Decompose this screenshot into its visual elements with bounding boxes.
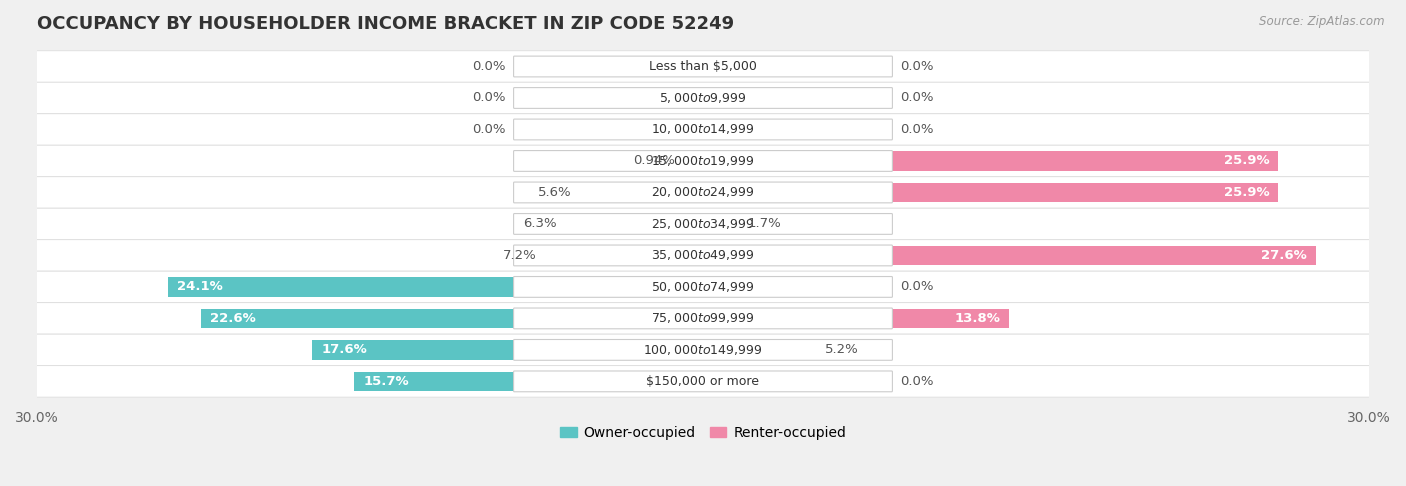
Bar	[201, 309, 703, 328]
Text: 7.2%: 7.2%	[503, 249, 537, 262]
Bar	[703, 245, 1316, 265]
Legend: Owner-occupied, Renter-occupied: Owner-occupied, Renter-occupied	[554, 420, 852, 445]
Text: 22.6%: 22.6%	[209, 312, 256, 325]
Bar	[703, 151, 1278, 171]
Text: 5.6%: 5.6%	[538, 186, 572, 199]
Text: $25,000 to $34,999: $25,000 to $34,999	[651, 217, 755, 231]
FancyBboxPatch shape	[513, 87, 893, 108]
Bar	[312, 340, 703, 360]
Text: 0.0%: 0.0%	[901, 91, 934, 104]
FancyBboxPatch shape	[513, 56, 893, 77]
Text: $150,000 or more: $150,000 or more	[647, 375, 759, 388]
Text: 17.6%: 17.6%	[321, 344, 367, 356]
Bar	[682, 151, 703, 171]
Text: 27.6%: 27.6%	[1261, 249, 1308, 262]
Text: 0.0%: 0.0%	[901, 280, 934, 294]
FancyBboxPatch shape	[513, 151, 893, 172]
FancyBboxPatch shape	[30, 303, 1376, 334]
FancyBboxPatch shape	[513, 340, 893, 360]
Bar	[579, 183, 703, 202]
Bar	[543, 245, 703, 265]
Text: Less than $5,000: Less than $5,000	[650, 60, 756, 73]
Text: 25.9%: 25.9%	[1223, 186, 1270, 199]
Bar	[703, 309, 1010, 328]
Bar	[167, 277, 703, 296]
Text: 0.0%: 0.0%	[901, 123, 934, 136]
Text: $50,000 to $74,999: $50,000 to $74,999	[651, 280, 755, 294]
Bar	[703, 340, 818, 360]
Text: $20,000 to $24,999: $20,000 to $24,999	[651, 186, 755, 199]
Text: 5.2%: 5.2%	[825, 344, 859, 356]
FancyBboxPatch shape	[30, 177, 1376, 208]
Text: 0.0%: 0.0%	[472, 91, 505, 104]
Text: 25.9%: 25.9%	[1223, 155, 1270, 168]
FancyBboxPatch shape	[30, 271, 1376, 303]
Text: 0.0%: 0.0%	[901, 60, 934, 73]
Text: OCCUPANCY BY HOUSEHOLDER INCOME BRACKET IN ZIP CODE 52249: OCCUPANCY BY HOUSEHOLDER INCOME BRACKET …	[37, 15, 734, 33]
FancyBboxPatch shape	[30, 114, 1376, 145]
FancyBboxPatch shape	[30, 145, 1376, 177]
Text: $15,000 to $19,999: $15,000 to $19,999	[651, 154, 755, 168]
FancyBboxPatch shape	[513, 182, 893, 203]
Text: 6.3%: 6.3%	[523, 217, 557, 230]
FancyBboxPatch shape	[513, 119, 893, 140]
Text: 0.0%: 0.0%	[472, 60, 505, 73]
FancyBboxPatch shape	[30, 51, 1376, 82]
FancyBboxPatch shape	[30, 240, 1376, 271]
Text: 0.94%: 0.94%	[634, 155, 675, 168]
Text: $75,000 to $99,999: $75,000 to $99,999	[651, 312, 755, 326]
Text: $10,000 to $14,999: $10,000 to $14,999	[651, 122, 755, 137]
FancyBboxPatch shape	[513, 308, 893, 329]
Text: $100,000 to $149,999: $100,000 to $149,999	[644, 343, 762, 357]
Bar	[564, 214, 703, 234]
Bar	[354, 372, 703, 391]
FancyBboxPatch shape	[513, 213, 893, 234]
FancyBboxPatch shape	[513, 371, 893, 392]
Text: 1.7%: 1.7%	[748, 217, 782, 230]
Text: 0.0%: 0.0%	[472, 123, 505, 136]
Text: 24.1%: 24.1%	[177, 280, 222, 294]
Bar	[703, 214, 741, 234]
FancyBboxPatch shape	[513, 245, 893, 266]
FancyBboxPatch shape	[513, 277, 893, 297]
FancyBboxPatch shape	[30, 365, 1376, 397]
Text: 13.8%: 13.8%	[955, 312, 1001, 325]
FancyBboxPatch shape	[30, 82, 1376, 114]
Text: $5,000 to $9,999: $5,000 to $9,999	[659, 91, 747, 105]
FancyBboxPatch shape	[30, 208, 1376, 240]
FancyBboxPatch shape	[30, 334, 1376, 365]
Text: 15.7%: 15.7%	[363, 375, 409, 388]
Text: 0.0%: 0.0%	[901, 375, 934, 388]
Text: $35,000 to $49,999: $35,000 to $49,999	[651, 248, 755, 262]
Bar	[703, 183, 1278, 202]
Text: Source: ZipAtlas.com: Source: ZipAtlas.com	[1260, 15, 1385, 28]
